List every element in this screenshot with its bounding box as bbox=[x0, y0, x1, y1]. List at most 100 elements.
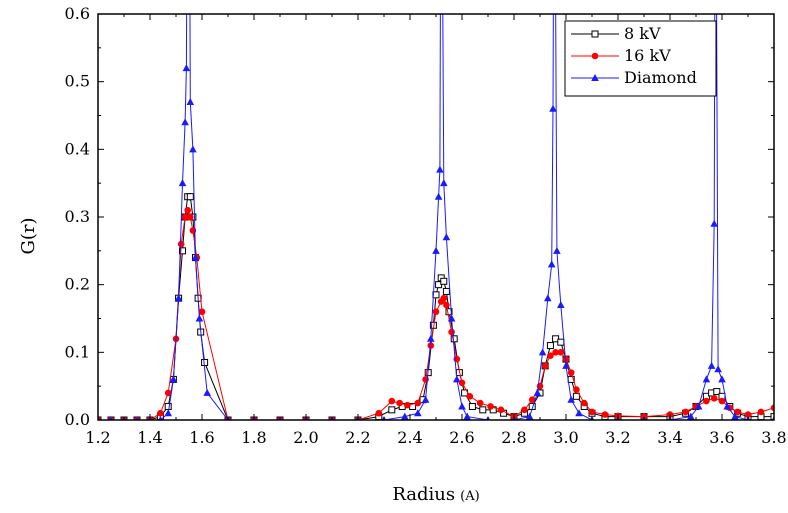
x-tick-label: 1.8 bbox=[241, 428, 266, 447]
data-point-16-kv bbox=[427, 342, 435, 349]
data-point-diamond bbox=[453, 375, 461, 383]
data-point-16-kv bbox=[458, 379, 466, 387]
data-point-16-kv bbox=[440, 294, 448, 302]
data-point-diamond bbox=[442, 233, 451, 241]
legend-label-8-kv: 8 kV bbox=[624, 24, 661, 43]
data-point-diamond bbox=[434, 192, 443, 200]
data-point-8-kv bbox=[186, 193, 194, 201]
data-point-8-kv bbox=[713, 388, 721, 396]
x-tick-label: 2.8 bbox=[501, 428, 526, 447]
data-point-diamond bbox=[694, 402, 703, 410]
data-point-16-kv bbox=[547, 352, 554, 360]
data-point-16-kv bbox=[476, 399, 484, 407]
data-point-16-kv bbox=[552, 349, 559, 356]
data-point-diamond bbox=[181, 118, 189, 126]
data-point-8-kv bbox=[179, 247, 186, 255]
data-point-16-kv bbox=[198, 308, 206, 316]
data-point-16-kv bbox=[414, 399, 422, 407]
data-point-diamond bbox=[414, 409, 422, 417]
data-point-16-kv bbox=[521, 406, 528, 414]
x-tick-label: 2.2 bbox=[345, 428, 370, 447]
data-point-16-kv bbox=[770, 404, 774, 412]
x-axis-title-unit: (A) bbox=[460, 489, 480, 504]
y-axis-title: G(r) bbox=[18, 217, 39, 254]
data-point-diamond bbox=[575, 409, 583, 417]
data-point-16-kv bbox=[557, 349, 565, 356]
data-point-16-kv bbox=[541, 362, 549, 370]
data-point-16-kv bbox=[734, 408, 741, 416]
data-point-16-kv bbox=[580, 399, 588, 407]
data-point-16-kv bbox=[432, 308, 440, 316]
data-point-diamond bbox=[182, 64, 191, 72]
data-point-16-kv bbox=[497, 406, 505, 414]
x-tick-label: 1.6 bbox=[189, 428, 214, 447]
data-point-diamond bbox=[723, 402, 731, 410]
data-point-diamond bbox=[544, 294, 552, 302]
data-point-16-kv bbox=[375, 409, 383, 417]
y-tick-label: 0.5 bbox=[65, 72, 90, 91]
data-point-diamond bbox=[718, 375, 726, 383]
data-point-16-kv bbox=[448, 328, 455, 336]
data-point-diamond bbox=[191, 253, 200, 261]
data-point-diamond bbox=[189, 145, 197, 153]
data-point-diamond bbox=[432, 246, 440, 254]
data-point-diamond bbox=[186, 97, 195, 105]
x-tick-label: 2.4 bbox=[397, 428, 422, 447]
data-point-16-kv bbox=[388, 397, 396, 405]
legend-marker-8-kv bbox=[591, 30, 599, 38]
data-point-8-kv bbox=[450, 335, 458, 343]
data-point-16-kv bbox=[443, 301, 450, 309]
data-point-diamond bbox=[710, 219, 718, 227]
data-point-16-kv bbox=[744, 411, 752, 418]
data-point-16-kv bbox=[187, 213, 194, 221]
data-point-16-kv bbox=[710, 395, 718, 402]
data-point-diamond bbox=[447, 314, 456, 322]
data-point-diamond bbox=[562, 361, 570, 369]
data-point-diamond bbox=[553, 246, 561, 254]
data-point-diamond bbox=[687, 412, 695, 420]
data-point-diamond bbox=[158, 416, 163, 420]
data-point-8-kv bbox=[770, 413, 774, 420]
data-point-16-kv bbox=[181, 213, 189, 221]
data-point-16-kv bbox=[404, 401, 411, 409]
series-markers-8-kv bbox=[98, 193, 774, 420]
data-point-16-kv bbox=[601, 411, 609, 418]
data-point-16-kv bbox=[396, 399, 403, 407]
x-axis-ticks: 1.2 1.4 1.6 1.8 2.0 2.2 2.4 2.6 2.8 3.0 3.2 3.4 3.6 3… bbox=[85, 14, 787, 447]
data-point-8-kv bbox=[557, 338, 565, 346]
x-tick-label: 3.0 bbox=[553, 428, 578, 447]
data-point-8-kv bbox=[440, 277, 448, 285]
series-line-diamond bbox=[98, 14, 774, 420]
data-point-diamond bbox=[164, 409, 172, 417]
x-axis-title: Radius (A) bbox=[392, 484, 479, 505]
x-axis-title-text: Radius bbox=[392, 484, 455, 505]
data-point-16-kv bbox=[588, 408, 596, 416]
data-point-8-kv bbox=[442, 287, 450, 295]
y-tick-label: 0.6 bbox=[65, 4, 90, 23]
data-point-8-kv bbox=[164, 402, 172, 410]
data-point-16-kv bbox=[703, 397, 710, 405]
x-tick-label: 2.6 bbox=[449, 428, 474, 447]
data-point-diamond bbox=[458, 402, 466, 410]
x-tick-label: 3.4 bbox=[657, 428, 682, 447]
data-point-diamond bbox=[714, 365, 722, 373]
data-point-16-kv bbox=[718, 397, 726, 405]
data-point-diamond bbox=[525, 412, 534, 420]
x-tick-label: 1.4 bbox=[137, 428, 162, 447]
data-point-16-kv bbox=[562, 355, 570, 363]
y-tick-label: 0.1 bbox=[65, 342, 90, 361]
data-point-8-kv bbox=[572, 392, 580, 400]
legend-label-16-kv: 16 kV bbox=[624, 46, 671, 65]
data-point-16-kv bbox=[177, 240, 185, 248]
data-point-diamond bbox=[702, 375, 711, 383]
data-point-diamond bbox=[195, 314, 204, 322]
data-point-diamond bbox=[203, 388, 211, 396]
data-point-16-kv bbox=[573, 386, 580, 393]
x-tick-label: 3.2 bbox=[605, 428, 630, 447]
y-tick-label: 0.4 bbox=[65, 139, 90, 158]
data-point-diamond bbox=[538, 348, 547, 356]
data-point-diamond bbox=[533, 388, 542, 396]
data-point-diamond bbox=[427, 334, 435, 342]
data-point-8-kv bbox=[546, 342, 554, 350]
